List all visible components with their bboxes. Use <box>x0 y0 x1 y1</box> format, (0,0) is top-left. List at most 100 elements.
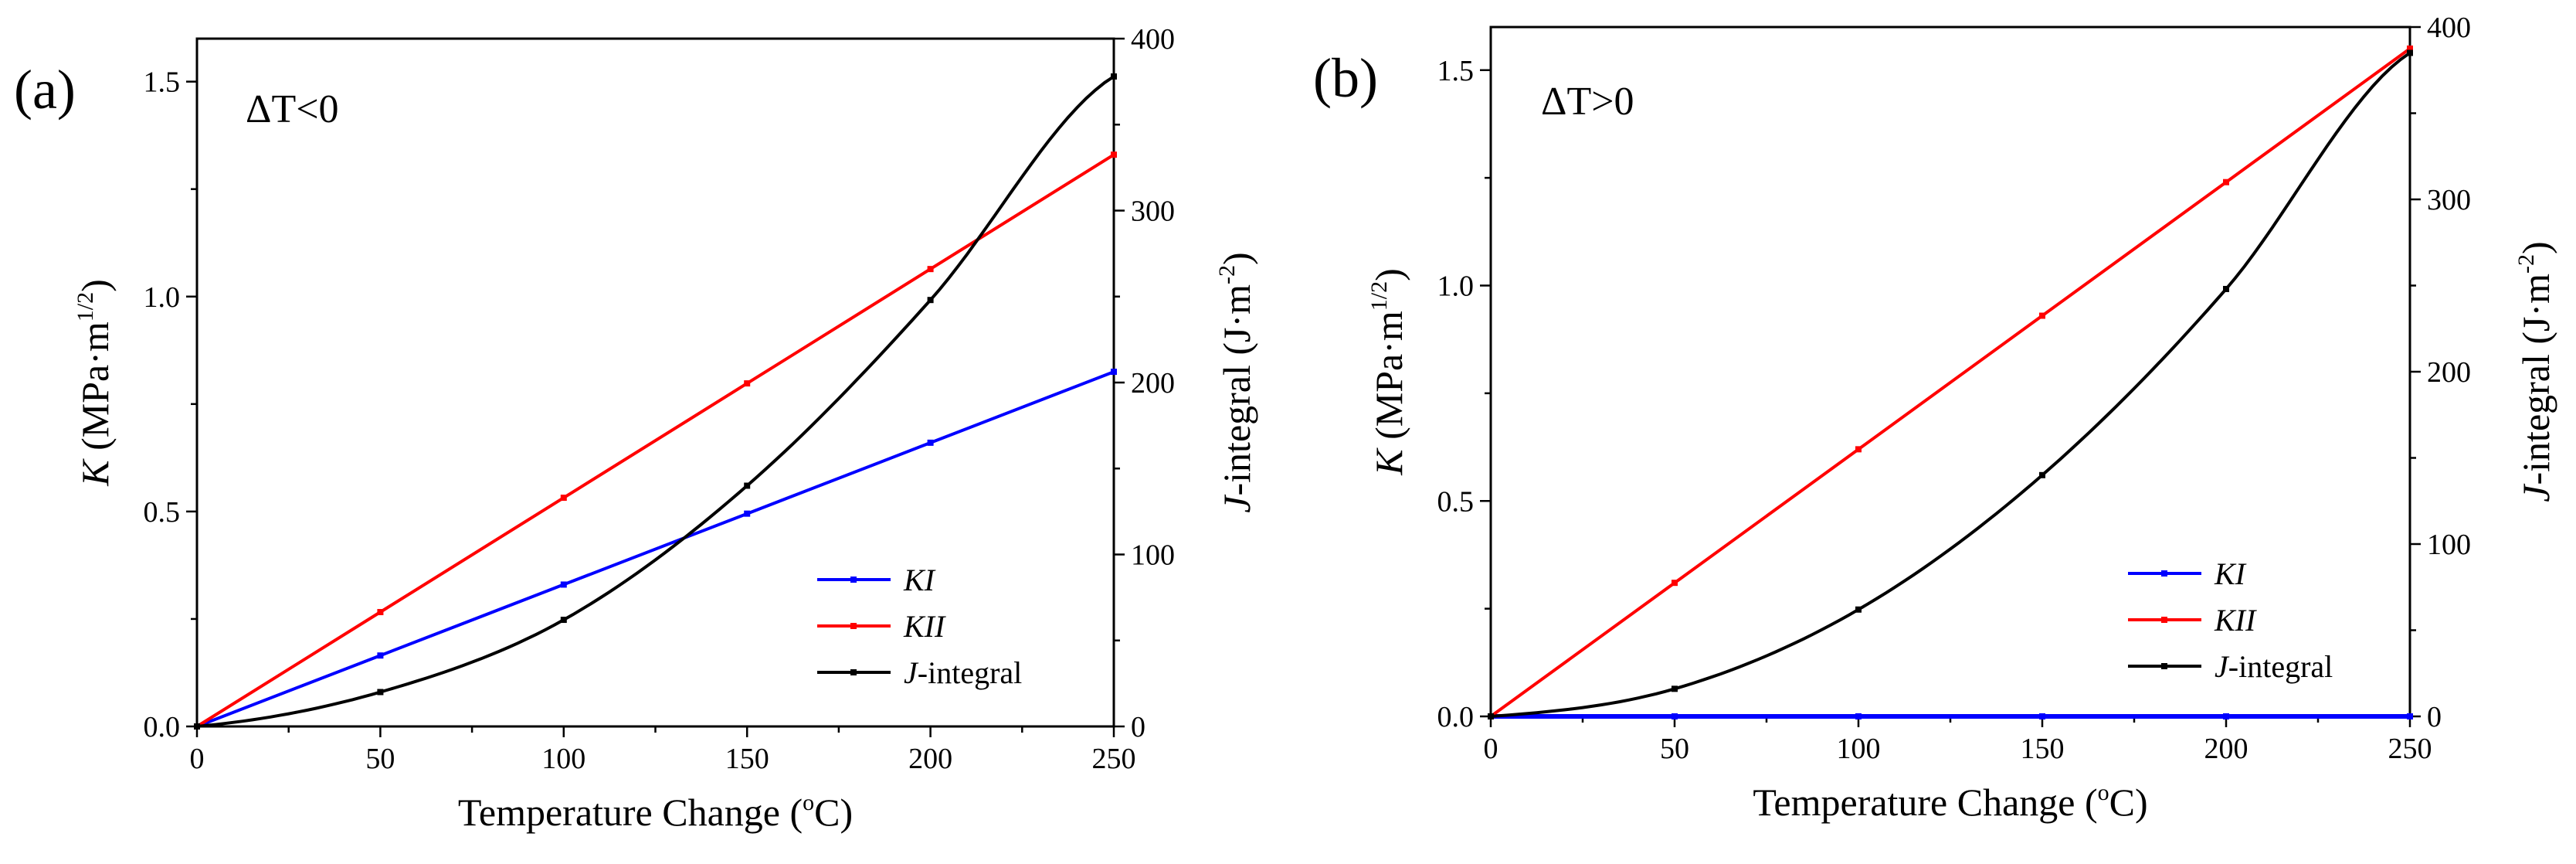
y-left-axis-label-close: ) <box>73 279 117 292</box>
legend-label-kii: KII <box>903 609 946 644</box>
data-point-kii <box>377 609 384 616</box>
x-axis-label-tail: C) <box>814 791 853 834</box>
y-left-tick-label: 0.0 <box>144 711 181 743</box>
data-point-ki <box>744 510 751 517</box>
y-left-axis-label-close: ) <box>1367 268 1410 281</box>
y-right-tick-label: 0 <box>1131 711 1145 743</box>
data-point-ki <box>1111 369 1117 376</box>
legend-label-ki: KI <box>2214 556 2247 591</box>
x-tick-label: 50 <box>1660 733 1689 765</box>
data-point-kii <box>744 380 751 387</box>
data-point-kii <box>1672 580 1678 587</box>
data-point-j-integral <box>194 723 200 730</box>
y-left-axis-label-text: (MPa·m <box>73 321 117 460</box>
y-right-tick-label: 400 <box>2427 12 2471 44</box>
x-axis-label-text: Temperature Change ( <box>1753 781 2097 824</box>
y-right-axis-label: J-integral (J·m-2) <box>2513 241 2557 502</box>
y-left-tick-label: 0.5 <box>144 496 181 529</box>
y-left-axis-label: K (MPa·m1/2) <box>1366 268 1410 476</box>
y-left-tick-label: 1.0 <box>144 281 181 314</box>
data-point-ki <box>377 652 384 659</box>
legend-marker <box>2161 570 2167 577</box>
data-point-ki <box>1855 713 1862 719</box>
legend: KI KII J-integral <box>2128 556 2333 684</box>
x-tick-label: 0 <box>190 743 205 775</box>
legend-label-j-integral: J-integral <box>2215 649 2333 684</box>
y-left-axis-label: K (MPa·m1/2) <box>73 279 117 487</box>
x-axis-label: Temperature Change (oC) <box>458 790 853 834</box>
y-right-axis-label-text: -integral (J·m <box>2514 274 2557 485</box>
y-left-axis-label-sup: 1/2 <box>73 292 98 321</box>
legend-label-italic: KI <box>903 563 936 597</box>
panel-label: (b) <box>1313 47 1378 109</box>
x-tick-label: 200 <box>908 743 952 775</box>
data-point-kii <box>2223 179 2229 185</box>
y-left-axis-label-italic: K <box>73 458 117 487</box>
x-axis-label-sup: o <box>2098 780 2109 805</box>
legend-label-ki: KI <box>903 563 936 597</box>
y-left-tick-label: 1.5 <box>144 66 181 99</box>
x-tick-label: 150 <box>2021 733 2065 765</box>
panel-label: (a) <box>14 59 76 121</box>
y-right-tick-label: 300 <box>1131 196 1175 228</box>
data-point-kii <box>927 266 934 273</box>
y-right-axis-label-italic: J <box>1215 494 1258 513</box>
y-right-tick-label: 200 <box>1131 367 1175 400</box>
legend-label-rest: -integral <box>2228 649 2333 684</box>
data-point-j-integral <box>927 297 934 304</box>
y-right-tick-label: 300 <box>2427 184 2471 216</box>
data-point-ki <box>560 581 567 588</box>
legend-label-italic: J <box>904 655 919 690</box>
y-right-axis-label-close: ) <box>1215 252 1258 265</box>
legend-label-italic: KII <box>2214 603 2257 638</box>
y-left-tick-label: 1.5 <box>1437 55 1475 87</box>
series-line-ki <box>196 370 1115 728</box>
x-axis-label: Temperature Change (oC) <box>1753 780 2147 824</box>
x-tick-label: 50 <box>365 743 395 775</box>
y-right-tick-label: 100 <box>1131 539 1175 572</box>
y-right-tick-label: 0 <box>2427 701 2442 733</box>
y-right-axis-label-text: -integral (J·m <box>1215 284 1258 496</box>
legend: KI KII J-integral <box>817 563 1022 690</box>
condition-label: ΔT<0 <box>246 87 339 131</box>
y-right-axis-label-sup: -2 <box>1214 265 1240 284</box>
legend-marker <box>850 577 857 583</box>
data-point-ki <box>2039 713 2045 719</box>
x-tick-label: 100 <box>541 743 585 775</box>
legend-marker <box>2161 663 2167 669</box>
legend-marker <box>2161 617 2167 623</box>
x-tick-label: 0 <box>1484 733 1498 765</box>
y-left-tick-label: 0.5 <box>1437 485 1475 518</box>
data-point-j-integral <box>1672 685 1678 692</box>
legend-label-kii: KII <box>2214 603 2257 638</box>
y-right-tick-label: 400 <box>1131 23 1175 56</box>
series-line-kii <box>1489 47 2411 718</box>
data-point-j-integral <box>744 482 751 489</box>
data-point-j-integral <box>2039 471 2045 478</box>
legend-marker <box>850 623 857 629</box>
y-right-axis-label-close: ) <box>2514 241 2557 254</box>
y-left-axis-label-italic: K <box>1367 447 1410 476</box>
y-left-axis-label-sup: 1/2 <box>1366 281 1392 311</box>
data-point-j-integral <box>2407 49 2413 56</box>
data-point-j-integral <box>377 689 384 696</box>
data-point-j-integral <box>1855 606 1862 613</box>
condition-label: ΔT>0 <box>1541 80 1634 124</box>
data-point-kii <box>1111 151 1117 158</box>
data-point-j-integral <box>1111 73 1117 80</box>
data-point-kii <box>560 495 567 502</box>
data-point-kii <box>2039 312 2045 319</box>
data-point-kii <box>2407 45 2413 52</box>
data-point-j-integral <box>1488 713 1494 719</box>
data-point-ki <box>2223 713 2229 719</box>
series-line-kii <box>195 153 1115 728</box>
legend-label-rest: -integral <box>918 655 1023 690</box>
data-point-j-integral <box>560 617 567 624</box>
y-right-tick-label: 100 <box>2427 529 2471 561</box>
plot-frame <box>195 37 1115 728</box>
data-point-ki <box>2407 713 2413 719</box>
legend-marker <box>850 669 857 675</box>
y-right-axis-label-italic: J <box>2514 483 2557 502</box>
x-tick-label: 150 <box>725 743 769 775</box>
